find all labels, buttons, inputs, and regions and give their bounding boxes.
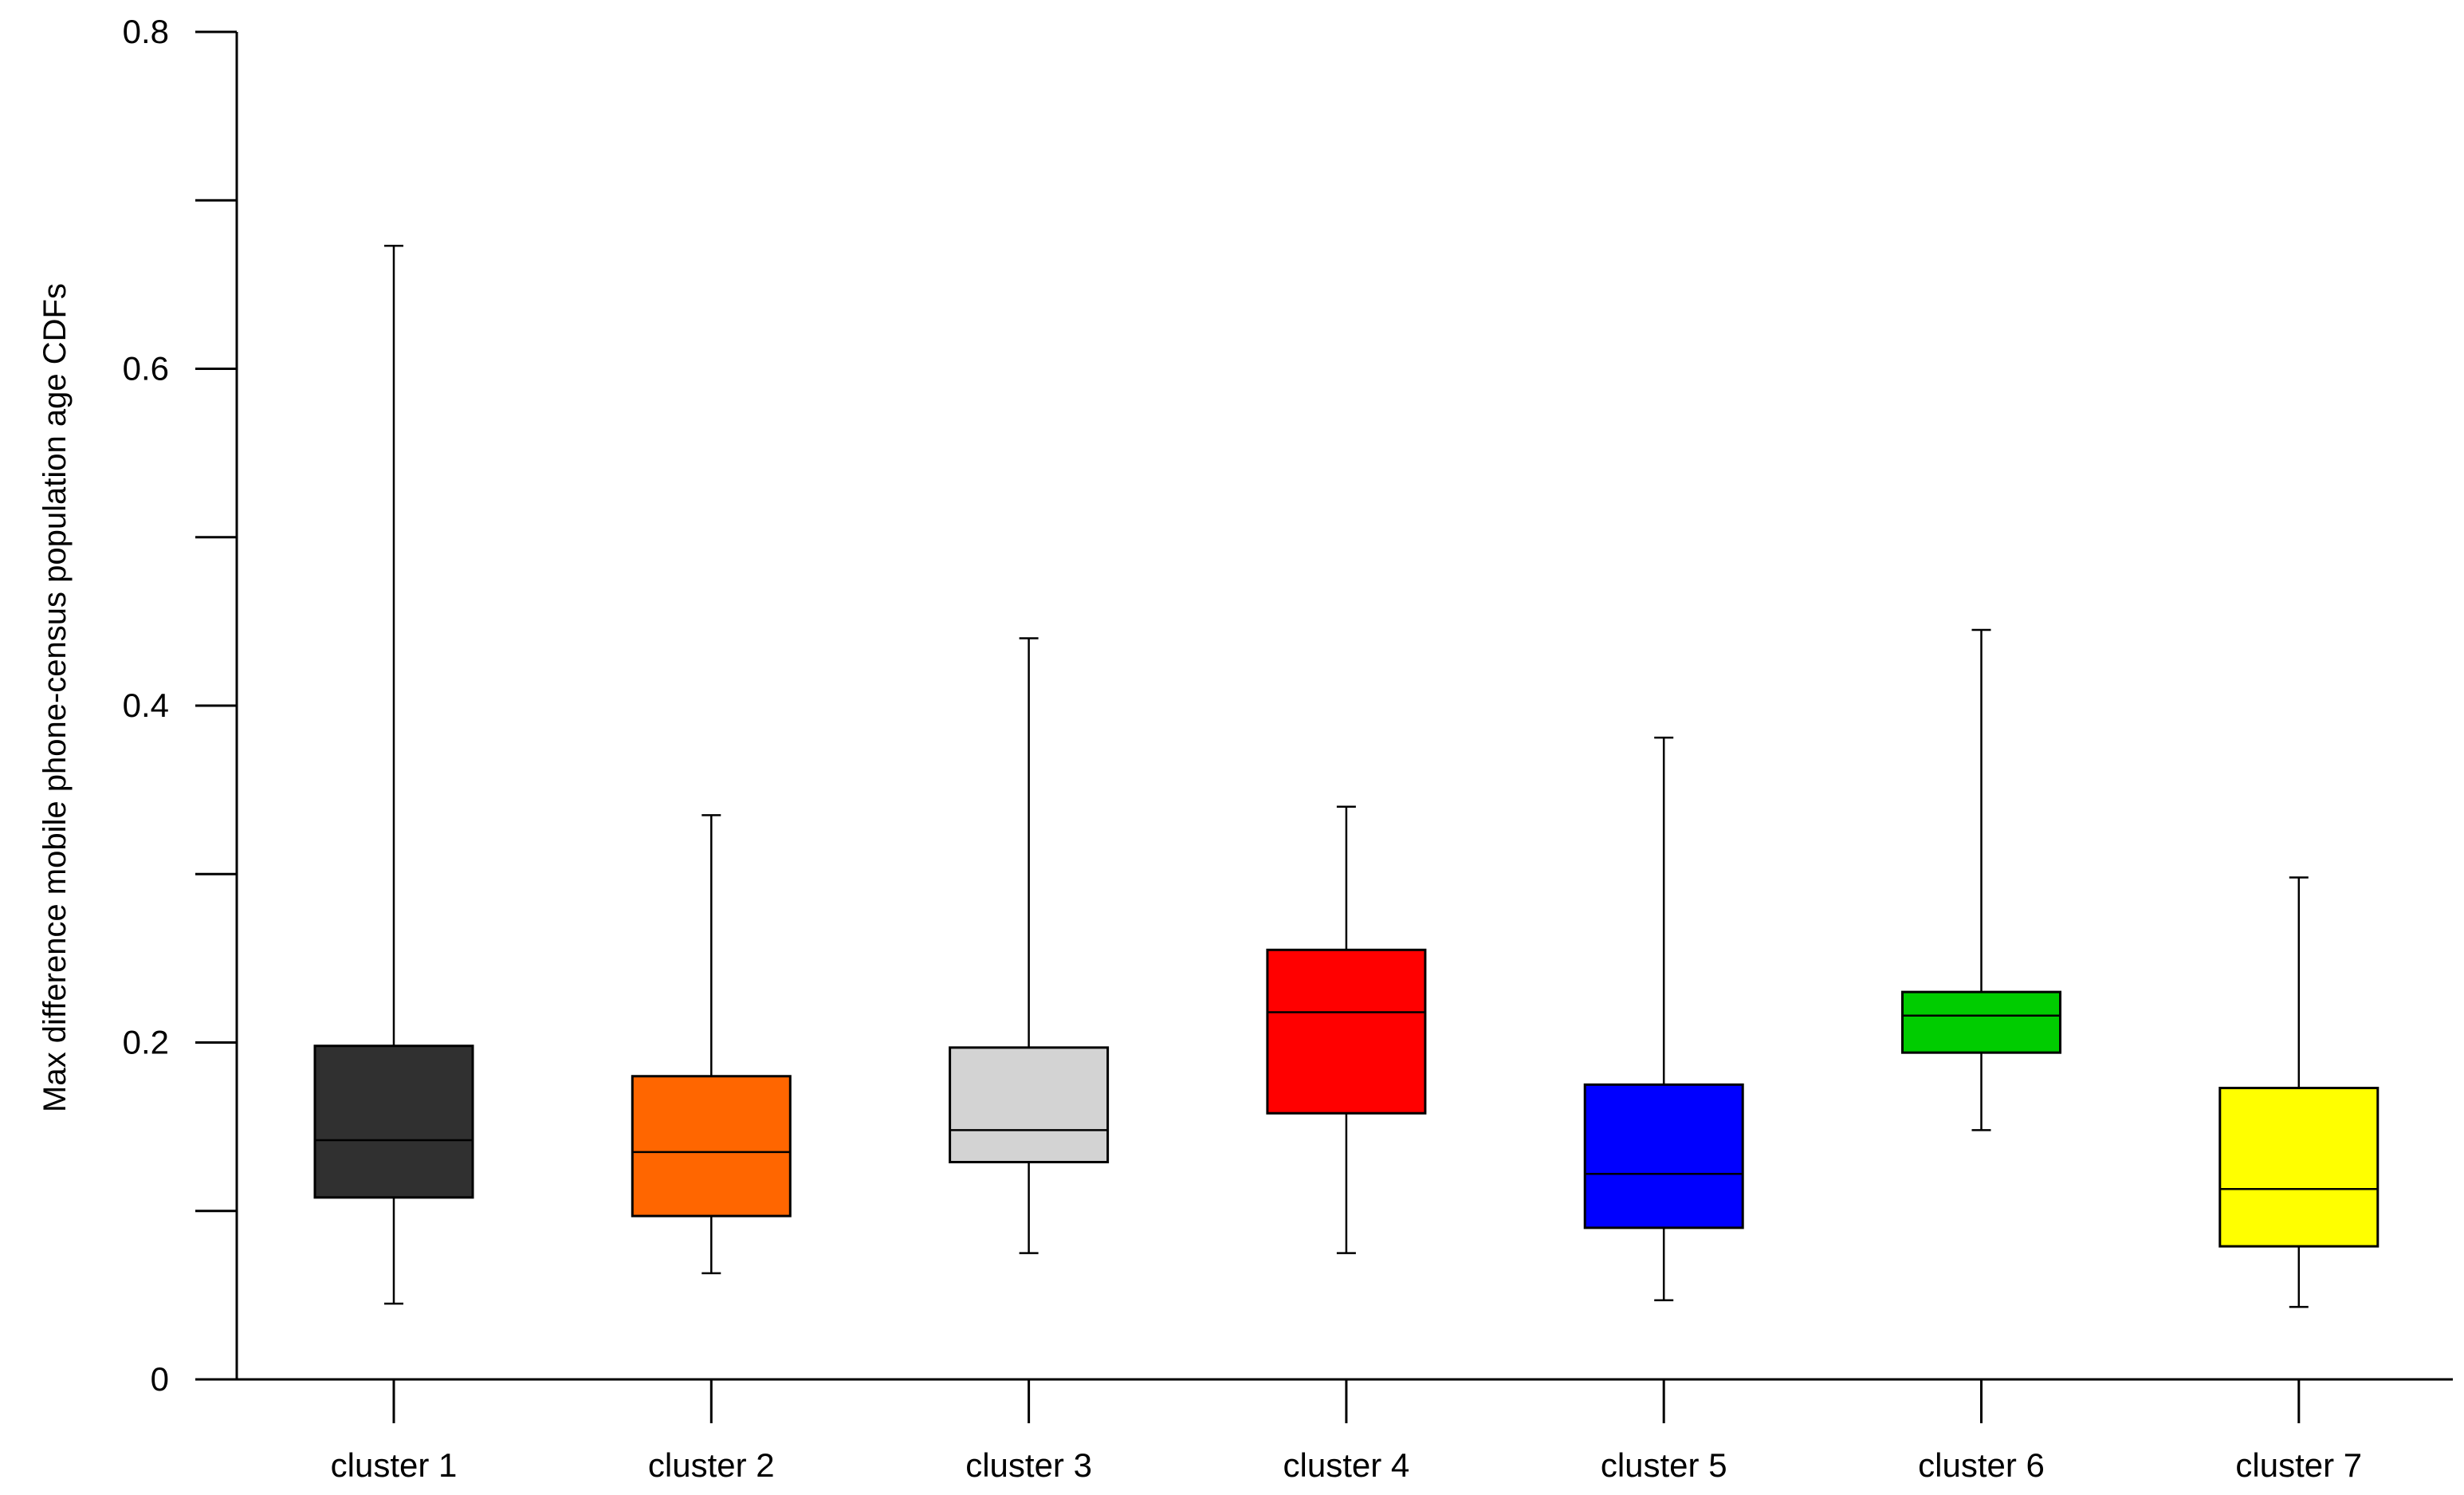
y-tick-label: 0.8 bbox=[123, 13, 169, 50]
labels-layer: 0 0.2 0.4 0.6 0.8 cluster 1 cluster 2 cluster 3… bbox=[123, 13, 2363, 1484]
box-5 bbox=[1583, 1083, 1744, 1229]
y-tick-label: 0 bbox=[151, 1360, 169, 1398]
x-tick-label: cluster 6 bbox=[1918, 1446, 2045, 1484]
x-tick-label: cluster 2 bbox=[648, 1446, 775, 1484]
box-1 bbox=[313, 1045, 474, 1199]
x-tick-label: cluster 5 bbox=[1601, 1446, 1727, 1484]
y-tick-label: 0.2 bbox=[123, 1024, 169, 1061]
x-tick-label: cluster 4 bbox=[1283, 1446, 1410, 1484]
axes-layer bbox=[195, 30, 2453, 1423]
y-axis-title: Max difference mobile phone-census popul… bbox=[37, 283, 73, 1112]
box-2 bbox=[631, 1075, 792, 1218]
x-tick-label: cluster 1 bbox=[331, 1446, 458, 1484]
y-tick-label: 0.6 bbox=[123, 350, 169, 388]
x-tick-label: cluster 3 bbox=[965, 1446, 1092, 1484]
box-7 bbox=[2218, 1087, 2380, 1248]
y-tick-label: 0.4 bbox=[123, 687, 169, 724]
x-tick-label: cluster 7 bbox=[2235, 1446, 2362, 1484]
box-4 bbox=[1266, 948, 1427, 1115]
box-6 bbox=[1901, 990, 2061, 1054]
boxes-layer bbox=[313, 245, 2380, 1308]
box-3 bbox=[949, 1046, 1110, 1163]
